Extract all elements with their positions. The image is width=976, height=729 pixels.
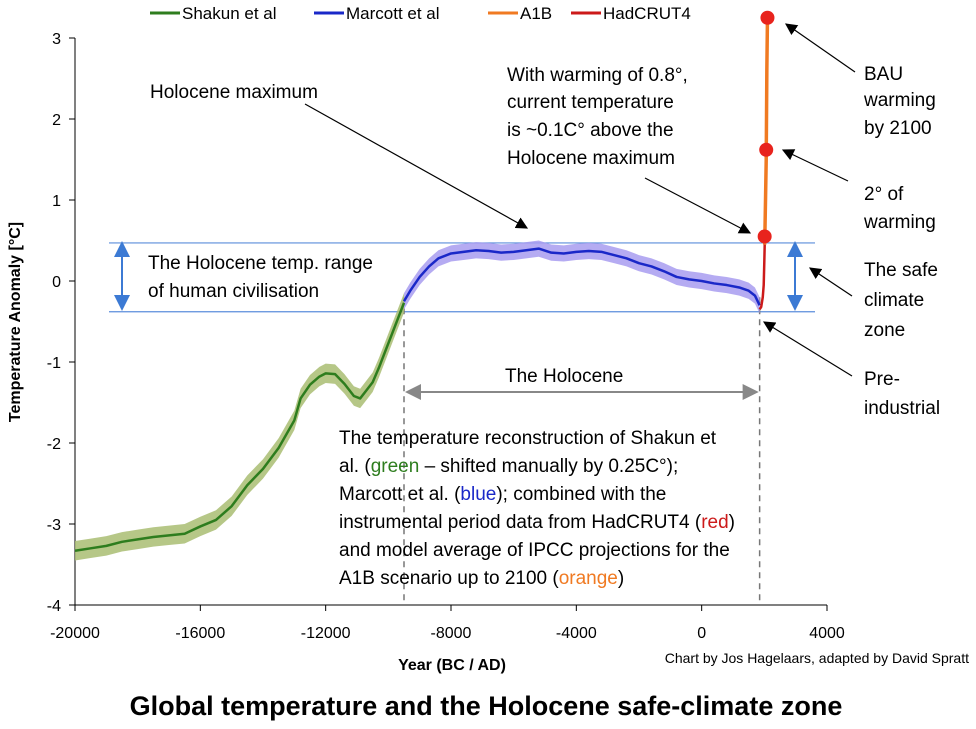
holocene-max-label: Holocene maximum <box>150 82 318 103</box>
annotations: Holocene maximum With warming of 0.8°, c… <box>148 64 940 589</box>
safe-zone-label-3: zone <box>864 320 905 341</box>
caption-line-4: instrumental period data from HadCRUT4 (… <box>339 512 735 533</box>
caption-line-2c: – shifted manually by 0.25C°); <box>419 456 678 477</box>
x-axis-title: Year (BC / AD) <box>398 657 506 674</box>
warming-label-4: Holocene maximum <box>507 148 675 169</box>
holocene-label: The Holocene <box>505 366 623 387</box>
chart-title: Global temperature and the Holocene safe… <box>130 691 843 721</box>
pre-industrial-arrow <box>762 321 853 377</box>
y-ticks: -4 -3 -2 -1 0 1 2 3 <box>47 31 75 615</box>
caption-line-3c: ); combined with the <box>496 484 666 505</box>
caption-line-2: al. (green – shifted manually by 0.25C°)… <box>339 456 678 477</box>
caption-line-4c: ) <box>729 512 735 533</box>
x-tick-label: -8000 <box>431 625 472 642</box>
warming-label-2: current temperature <box>507 92 674 113</box>
y-tick-label: -2 <box>47 436 61 453</box>
axes: -4 -3 -2 -1 0 1 2 3 -20000 -16000 -12000 -8000 -400… <box>7 31 845 674</box>
series-shakun-et-al <box>74 302 406 552</box>
safe-zone-label-1: The safe <box>864 260 938 281</box>
caption-blue: blue <box>460 484 496 505</box>
band-marcott-et-al <box>404 240 760 314</box>
two-degree-arrow <box>781 149 849 182</box>
two-degree-label-2: warming <box>863 212 936 233</box>
legend-label-shakun: Shakun et al <box>182 4 277 23</box>
legend-label-a1b: A1B <box>520 4 552 23</box>
x-tick-label: -20000 <box>50 625 100 642</box>
caption-green: green <box>371 456 420 477</box>
x-tick-label: 4000 <box>809 625 845 642</box>
y-tick-label: 3 <box>52 31 61 48</box>
bau-arrow <box>785 23 856 73</box>
pre-industrial-label-2: industrial <box>864 398 940 419</box>
x-tick-label: 0 <box>697 625 706 642</box>
caption-line-5: and model average of IPCC projections fo… <box>339 540 730 561</box>
x-tick-label: -12000 <box>301 625 351 642</box>
marker-1 <box>759 142 774 157</box>
y-tick-label: -4 <box>47 598 61 615</box>
series-marcott-et-al <box>402 247 761 306</box>
holocene-max-arrow <box>304 103 529 229</box>
marker-0 <box>757 229 772 244</box>
warming-arrow <box>644 177 752 234</box>
pre-industrial-label-1: Pre- <box>864 369 900 390</box>
caption-red: red <box>701 512 728 533</box>
safe-zone-arrow <box>809 267 853 297</box>
x-tick-label: -16000 <box>175 625 225 642</box>
caption-line-2a: al. ( <box>339 456 371 477</box>
y-tick-label: -1 <box>47 355 61 372</box>
caption-line-1: The temperature reconstruction of Shakun… <box>339 428 717 449</box>
warming-label-1: With warming of 0.8°, <box>507 65 688 86</box>
legend-label-hadcrut4: HadCRUT4 <box>603 4 691 23</box>
caption-line-6: A1B scenario up to 2100 (orange) <box>339 568 624 589</box>
y-tick-label: 1 <box>52 193 61 210</box>
caption-line-3a: Marcott et al. ( <box>339 484 461 505</box>
safe-zone <box>109 242 815 605</box>
caption-line-4a: instrumental period data from HadCRUT4 ( <box>339 512 702 533</box>
uncertainty-bands <box>75 240 760 561</box>
bau-label-3: by 2100 <box>864 118 932 139</box>
series-lines <box>74 17 770 552</box>
chart-credit: Chart by Jos Hagelaars, adapted by David… <box>665 650 969 666</box>
warming-label-3: is ~0.1C° above the <box>507 120 674 141</box>
y-tick-label: 0 <box>52 274 61 291</box>
range-label-1: The Holocene temp. range <box>148 253 373 274</box>
caption-line-6a: A1B scenario up to 2100 ( <box>339 568 559 589</box>
x-ticks: -20000 -16000 -12000 -8000 -4000 0 4000 <box>50 605 845 642</box>
safe-zone-label-2: climate <box>864 290 924 311</box>
bau-label-2: warming <box>863 90 936 111</box>
annotation-arrows <box>114 23 856 377</box>
y-tick-label: 2 <box>52 112 61 129</box>
series-hadcrut4 <box>758 244 766 311</box>
legend: Shakun et al Marcott et al A1B HadCRUT4 <box>150 4 691 23</box>
marker-2 <box>760 10 775 25</box>
legend-label-marcott: Marcott et al <box>346 4 440 23</box>
series-a1b <box>762 17 770 245</box>
range-label-2: of human civilisation <box>148 281 319 302</box>
caption-line-6c: ) <box>618 568 624 589</box>
bau-label-1: BAU <box>864 64 903 85</box>
two-degree-label-1: 2° of <box>864 184 904 205</box>
caption-line-3: Marcott et al. (blue); combined with the <box>339 484 666 505</box>
y-tick-label: -3 <box>47 517 61 534</box>
y-axis-title: Temperature Anomaly [°C] <box>7 222 24 422</box>
caption-orange: orange <box>559 568 618 589</box>
x-tick-label: -4000 <box>556 625 597 642</box>
markers <box>757 10 775 244</box>
